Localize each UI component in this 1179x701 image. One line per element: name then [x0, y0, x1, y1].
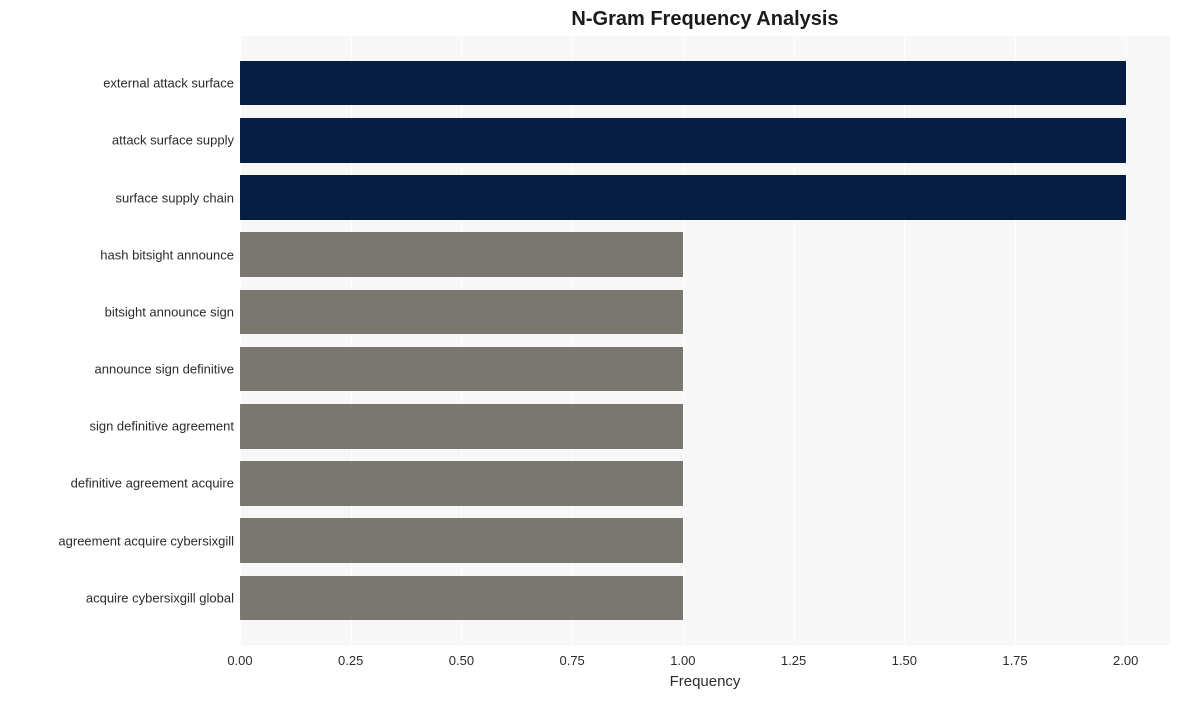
bar [240, 290, 683, 335]
bar [240, 347, 683, 392]
ngram-chart: N-Gram Frequency Analysis external attac… [0, 0, 1179, 701]
y-tick-label: announce sign definitive [95, 362, 235, 377]
x-tick-label: 0.00 [227, 653, 252, 668]
x-tick-label: 1.75 [1002, 653, 1027, 668]
y-tick-label: agreement acquire cybersixgill [58, 533, 234, 548]
y-tick-label: bitsight announce sign [105, 304, 234, 319]
y-tick-label: external attack surface [103, 76, 234, 91]
x-axis-label: Frequency [670, 673, 741, 690]
bar [240, 576, 683, 621]
x-tick-label: 1.50 [892, 653, 917, 668]
bar [240, 118, 1126, 163]
x-tick-label: 0.25 [338, 653, 363, 668]
chart-title: N-Gram Frequency Analysis [571, 8, 838, 31]
y-tick-label: attack surface supply [112, 133, 234, 148]
bar [240, 518, 683, 563]
x-tick-label: 1.25 [781, 653, 806, 668]
x-tick-label: 2.00 [1113, 653, 1138, 668]
gridline [1126, 36, 1127, 645]
y-tick-label: definitive agreement acquire [71, 476, 234, 491]
bar [240, 175, 1126, 220]
plot-area [240, 36, 1170, 645]
x-tick-label: 0.50 [449, 653, 474, 668]
x-tick-label: 0.75 [559, 653, 584, 668]
bar [240, 461, 683, 506]
bar [240, 232, 683, 277]
y-tick-label: sign definitive agreement [89, 419, 234, 434]
bar [240, 61, 1126, 106]
y-tick-label: surface supply chain [115, 190, 234, 205]
bar [240, 404, 683, 449]
x-tick-label: 1.00 [670, 653, 695, 668]
y-tick-label: acquire cybersixgill global [86, 590, 234, 605]
y-tick-label: hash bitsight announce [100, 247, 234, 262]
